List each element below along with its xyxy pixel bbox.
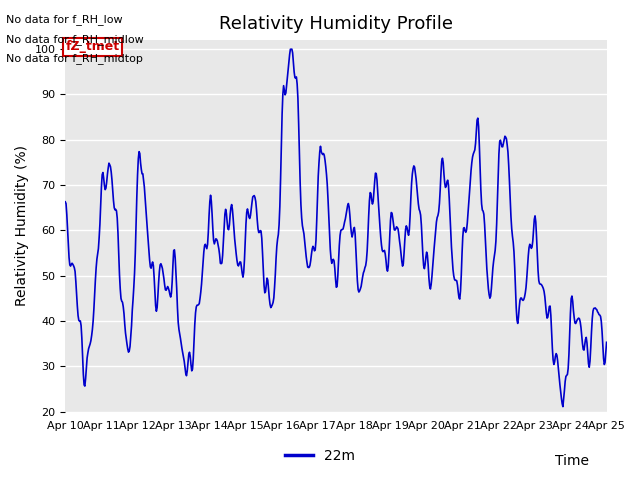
Title: Relativity Humidity Profile: Relativity Humidity Profile <box>219 15 453 33</box>
Text: No data for f_RH_low: No data for f_RH_low <box>6 14 123 25</box>
Text: fZ_tmet: fZ_tmet <box>65 40 120 53</box>
Text: No data for f_RH_midlow: No data for f_RH_midlow <box>6 34 144 45</box>
Text: Time: Time <box>555 454 589 468</box>
Text: No data for f_RH_midtop: No data for f_RH_midtop <box>6 53 143 64</box>
Legend: 22m: 22m <box>280 443 360 468</box>
Y-axis label: Relativity Humidity (%): Relativity Humidity (%) <box>15 145 29 306</box>
